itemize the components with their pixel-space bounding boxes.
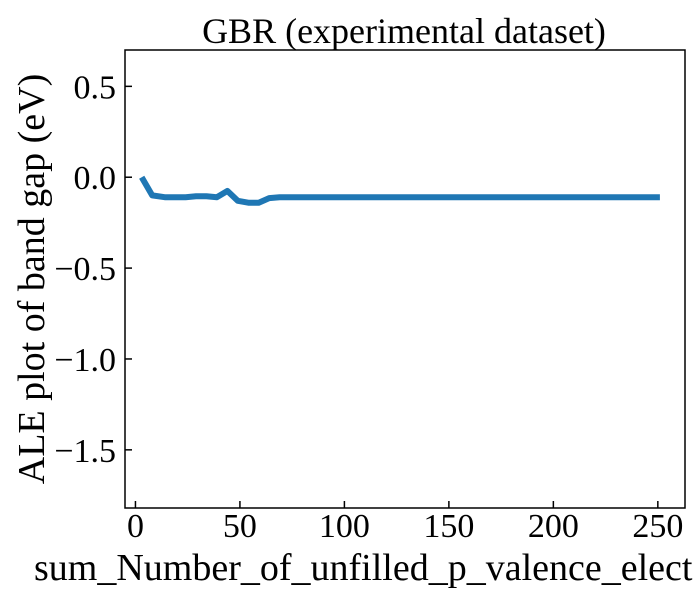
y-tick-label: 0.0 bbox=[74, 160, 117, 197]
x-axis-label: sum_Number_of_unfilled_p_valence_elect bbox=[34, 547, 693, 589]
x-axis-ticks: 0 50 100 150 200 250 bbox=[127, 501, 683, 545]
x-tick-label: 150 bbox=[423, 508, 474, 545]
series-line bbox=[139, 175, 660, 206]
y-tick-label: 0.5 bbox=[74, 69, 117, 106]
x-tick-label: 250 bbox=[632, 508, 683, 545]
x-tick-label: 0 bbox=[127, 508, 144, 545]
x-tick-label: 200 bbox=[528, 508, 579, 545]
y-axis-ticks: 0.5 0.0 −0.5 −1.0 −1.5 bbox=[54, 69, 132, 470]
x-tick-label: 50 bbox=[223, 508, 257, 545]
y-tick-label: −1.5 bbox=[54, 433, 116, 470]
y-tick-label: −1.0 bbox=[54, 342, 116, 379]
plot-frame bbox=[124, 49, 686, 509]
y-axis-label: ALE plot of band gap (eV) bbox=[11, 74, 53, 485]
x-tick-label: 100 bbox=[319, 508, 370, 545]
y-tick-label: −0.5 bbox=[54, 251, 116, 288]
chart-title: GBR (experimental dataset) bbox=[202, 11, 606, 51]
series-group bbox=[139, 175, 660, 206]
